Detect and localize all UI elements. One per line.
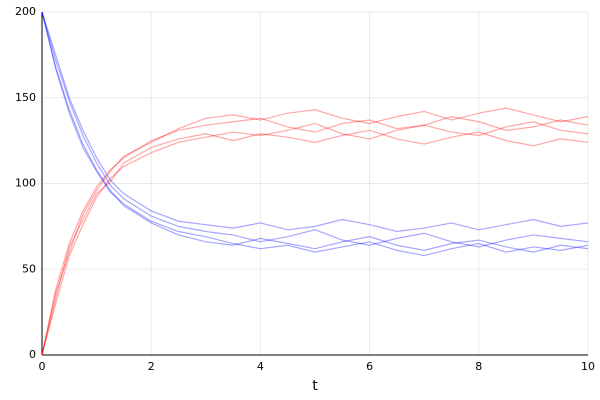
x-axis-label: t xyxy=(312,378,318,394)
x-tick-label: 2 xyxy=(148,360,155,373)
y-tick-label: 0 xyxy=(29,348,36,361)
x-tick-label: 6 xyxy=(366,360,373,373)
trajectory-line xyxy=(41,11,589,233)
trajectory-line xyxy=(41,11,589,248)
x-tick-label: 8 xyxy=(475,360,482,373)
trajectory-line xyxy=(41,11,589,257)
y-tick-label: 200 xyxy=(15,5,36,18)
trajectory-line xyxy=(41,121,589,356)
x-tick-label: 0 xyxy=(39,360,46,373)
y-tick-label: 100 xyxy=(15,177,36,190)
trajectory-line xyxy=(41,11,589,253)
x-tick-label: 10 xyxy=(581,360,595,373)
x-tick-label: 4 xyxy=(257,360,264,373)
y-tick-label: 150 xyxy=(15,91,36,104)
y-tick-label: 50 xyxy=(22,262,36,275)
trajectory-line xyxy=(41,115,589,356)
trajectory-line xyxy=(41,129,589,356)
trajectory-line xyxy=(41,107,589,356)
